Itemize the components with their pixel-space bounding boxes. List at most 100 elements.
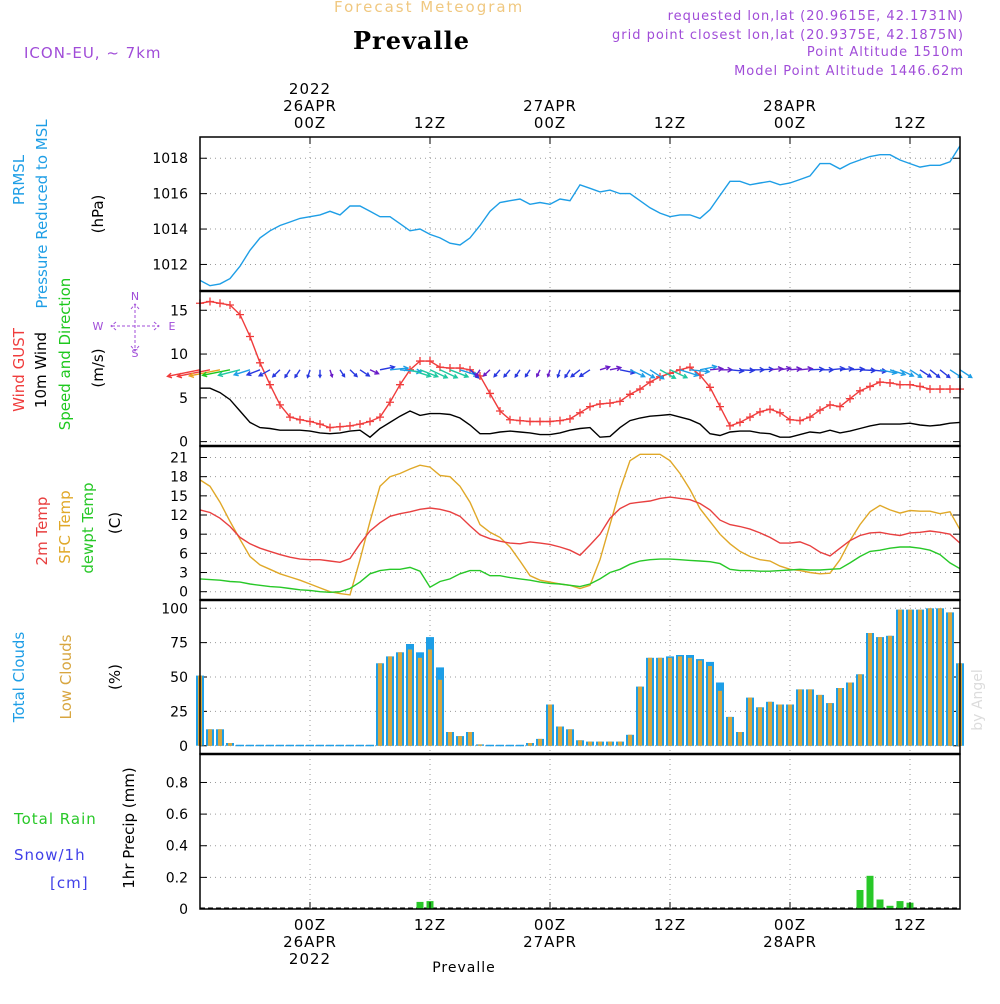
low-cloud-bar <box>648 657 652 746</box>
top-time-label: 00Z <box>534 114 566 132</box>
wind-arrow <box>257 369 271 377</box>
low-cloud-bar <box>948 612 952 746</box>
requested-coords: requested lon,lat (20.9615E, 42.1731N) <box>667 9 964 24</box>
gust-marker <box>486 389 494 398</box>
gust-marker <box>376 413 384 422</box>
temperature-frame <box>199 445 961 601</box>
y-tick-label: 3 <box>179 566 188 582</box>
y-tick-label: 50 <box>170 670 188 686</box>
wind-arrow <box>709 366 725 372</box>
gust-marker <box>276 400 284 409</box>
y-tick-label: 75 <box>170 636 188 652</box>
rain-label: Total Rain <box>13 810 97 828</box>
clouds-unit: (%) <box>106 664 124 690</box>
y-tick-label: 1012 <box>152 257 188 273</box>
low-cloud-bar <box>218 729 222 746</box>
footer-location: Prevalle <box>432 960 496 976</box>
low-cloud-bar <box>898 609 902 746</box>
low-cloud-bar <box>678 656 682 746</box>
y-tick-label: 6 <box>179 546 188 562</box>
wind-arrow <box>578 369 591 378</box>
top-time-label: 00Z <box>774 114 806 132</box>
total-cloud-bar <box>296 744 304 747</box>
wind-arrow <box>201 369 231 378</box>
low-cloud-bar <box>578 740 582 746</box>
total-cloud-bar <box>236 744 244 747</box>
gust-marker <box>776 408 784 417</box>
total-cloud-bar <box>276 744 284 747</box>
gust-marker <box>616 397 624 406</box>
wind-arrow <box>176 369 211 379</box>
wind-unit: (m/s) <box>89 348 107 387</box>
wind-arrow <box>556 369 561 379</box>
bottom-time-label: 00Z <box>294 916 326 934</box>
total-cloud-bar <box>286 744 294 747</box>
gust-marker <box>886 378 894 387</box>
y-tick-label: 1016 <box>152 187 188 203</box>
model-point-altitude: Model Point Altitude 1446.62m <box>734 64 964 79</box>
total-cloud-bar <box>316 744 324 747</box>
wind-arrow <box>419 369 440 378</box>
gust-marker <box>446 364 454 373</box>
wind-arrow <box>349 369 359 378</box>
wind-arrow <box>493 369 501 378</box>
gust-marker <box>716 402 724 411</box>
y-tick-label: 21 <box>170 451 188 467</box>
total-clouds-label: Total Clouds <box>10 632 28 724</box>
y-tick-label: 0 <box>179 585 188 601</box>
gust-marker <box>796 416 804 425</box>
gust-marker <box>346 421 354 430</box>
gust-marker <box>946 385 954 394</box>
y-tick-label: 25 <box>170 704 188 720</box>
wind-arrow <box>939 369 951 379</box>
low-cloud-bar <box>228 743 232 746</box>
watermark: by Angel <box>970 669 986 730</box>
wind-arrow <box>546 369 551 378</box>
pressure-unit: (hPa) <box>89 195 107 234</box>
y-tick-label: 10 <box>170 347 188 363</box>
gust-marker <box>206 297 214 306</box>
total-cloud-bar <box>336 744 344 747</box>
bottom-time-label: 12Z <box>654 916 686 934</box>
bottom-time-label: 2022 <box>289 950 331 968</box>
low-cloud-bar <box>398 652 402 746</box>
gust-marker <box>756 407 764 416</box>
low-cloud-bar <box>798 689 802 746</box>
gust-marker <box>926 385 934 394</box>
gust-marker <box>326 423 334 432</box>
wind-arrow <box>245 369 261 377</box>
low-clouds-label: Low Clouds <box>57 634 75 719</box>
compass-n: N <box>131 290 139 303</box>
y-tick-label: 0 <box>179 739 188 755</box>
gust-marker <box>786 415 794 424</box>
wind-arrow <box>294 369 301 379</box>
low-cloud-bar <box>848 682 852 746</box>
y-tick-label: 0.6 <box>166 807 188 823</box>
gust-marker <box>746 413 754 422</box>
dewpt-label: dewpt Temp <box>79 482 97 573</box>
wind-arrow <box>689 368 711 375</box>
gust-marker <box>296 415 304 424</box>
gust-marker <box>736 418 744 427</box>
low-cloud-bar <box>738 732 742 746</box>
wind-arrow <box>629 369 646 378</box>
clouds-panel: 0 25 50 75 100 <box>161 600 964 755</box>
top-time-label: 12Z <box>894 114 926 132</box>
total-cloud-bar <box>486 744 494 747</box>
pressure-label-1: PRMSL <box>10 154 28 205</box>
wind-arrow <box>409 369 432 378</box>
total-cloud-bar <box>346 744 354 747</box>
sfc-temp-line <box>199 453 961 596</box>
gust-marker <box>386 398 394 407</box>
low-cloud-bar <box>748 697 752 746</box>
low-cloud-bar <box>558 726 562 746</box>
gust-marker <box>626 390 634 399</box>
gust-marker <box>416 357 424 366</box>
wind-arrow <box>369 369 380 375</box>
wind-arrow <box>439 369 459 379</box>
wind-arrow <box>570 369 581 378</box>
low-cloud-bar <box>388 656 392 746</box>
low-cloud-bar <box>788 704 792 746</box>
gust-marker <box>236 310 244 319</box>
